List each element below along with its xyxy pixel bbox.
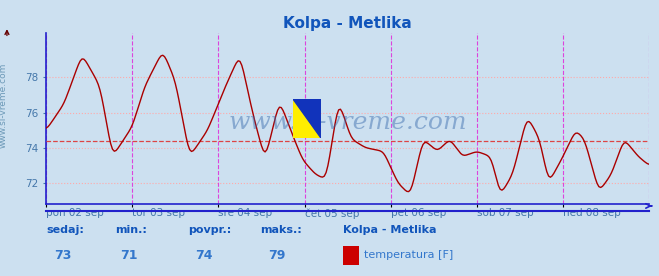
Text: www.si-vreme.com: www.si-vreme.com [228,111,467,134]
Polygon shape [293,99,321,138]
Text: 73: 73 [54,250,71,262]
Text: sedaj:: sedaj: [46,225,84,235]
Text: temperatura [F]: temperatura [F] [364,250,453,260]
Text: min.:: min.: [115,225,147,235]
Text: 71: 71 [120,250,137,262]
Text: 79: 79 [268,250,285,262]
Title: Kolpa - Metlika: Kolpa - Metlika [283,15,412,31]
Text: maks.:: maks.: [260,225,302,235]
Text: www.si-vreme.com: www.si-vreme.com [0,62,8,148]
Polygon shape [293,99,321,138]
Text: povpr.:: povpr.: [188,225,231,235]
Text: 74: 74 [196,250,213,262]
Text: Kolpa - Metlika: Kolpa - Metlika [343,225,436,235]
